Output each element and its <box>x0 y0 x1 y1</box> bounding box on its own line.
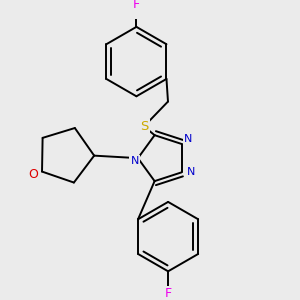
Text: N: N <box>131 156 139 166</box>
Text: S: S <box>140 120 148 133</box>
Text: O: O <box>28 168 38 181</box>
Text: N: N <box>184 134 192 143</box>
Text: N: N <box>187 167 195 177</box>
Text: F: F <box>133 0 140 11</box>
Text: F: F <box>164 287 172 300</box>
